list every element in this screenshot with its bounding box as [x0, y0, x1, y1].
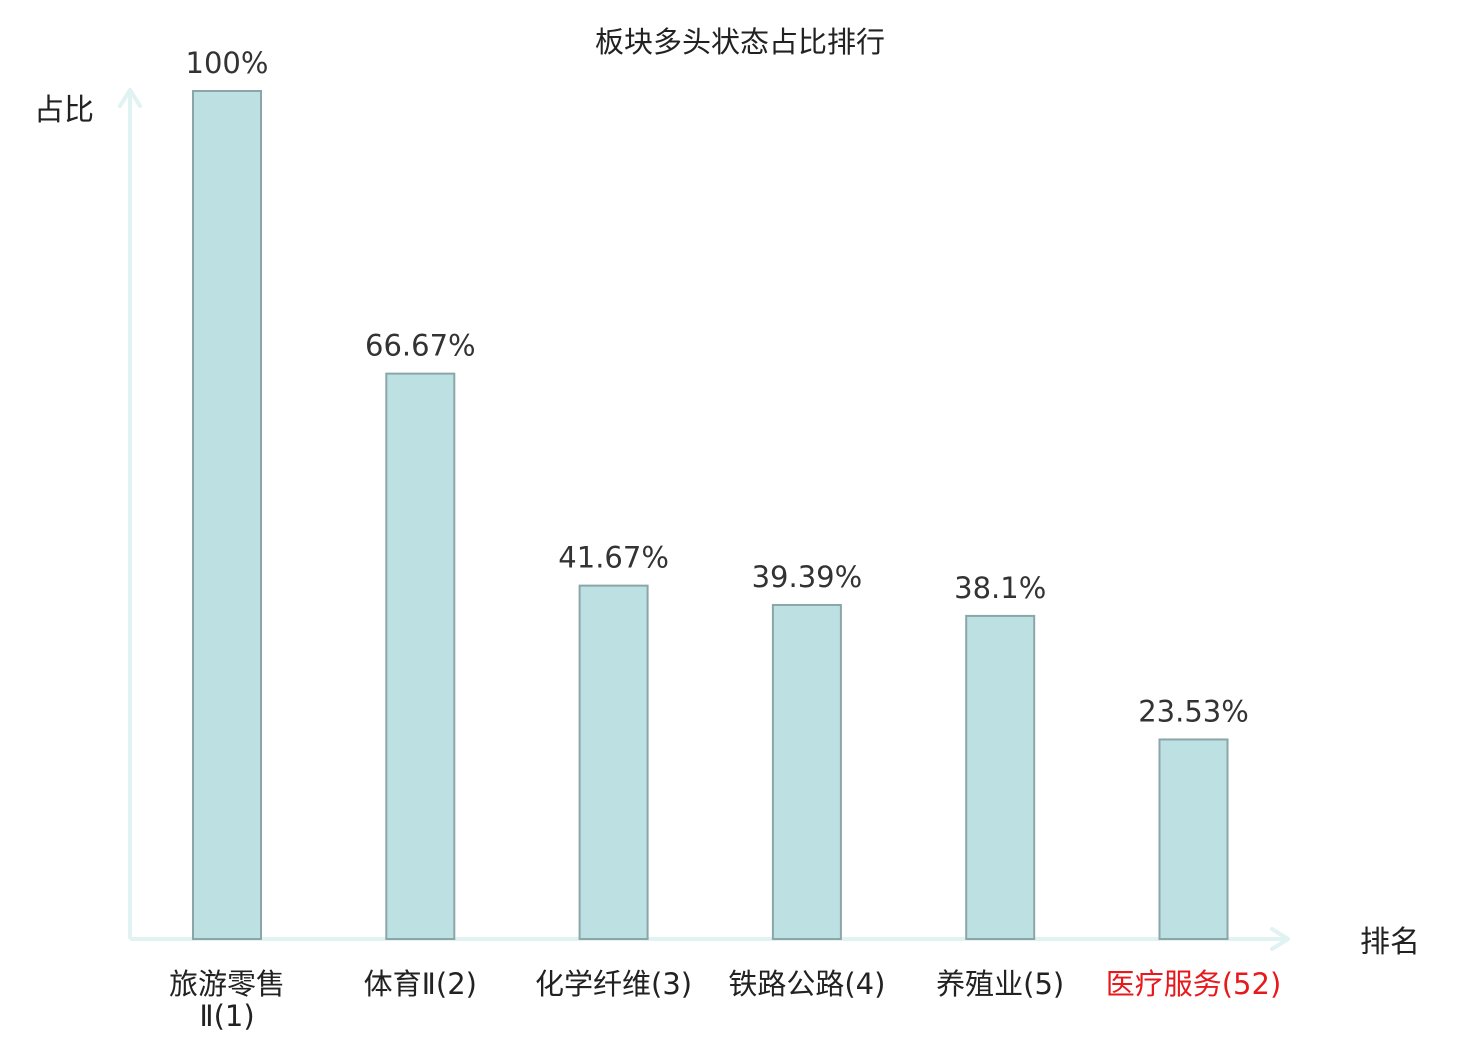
x-tick-label-line: 医疗服务(52) [1106, 967, 1282, 1001]
x-tick-label-highlight: 医疗服务(52) [1106, 967, 1282, 1001]
x-tick-label: 养殖业(5) [936, 967, 1064, 1001]
x-tick-label-line: 体育Ⅱ(2) [364, 967, 477, 1001]
x-tick-label-line: 铁路公路(4) [728, 967, 885, 1001]
bar-value-label: 66.67% [365, 329, 476, 363]
bar-value-label: 100% [186, 46, 269, 80]
x-tick-label: 旅游零售 Ⅱ(1) [169, 967, 285, 1033]
bar [771, 603, 842, 940]
bar-value-label: 23.53% [1138, 694, 1249, 728]
chart-title: 板块多头状态占比排行 [595, 25, 885, 59]
y-axis-label: 占比 [34, 93, 94, 128]
bars [192, 90, 1229, 941]
bar [192, 90, 262, 940]
category-labels: 旅游零售 Ⅱ(1) 体育Ⅱ(2) 化学纤维(3) 铁路公路(4) 养殖业(5) 医疗服务(5… [169, 967, 1281, 1033]
bar-value-label: 41.67% [558, 541, 669, 575]
y-axis-arrow-icon [118, 88, 142, 108]
x-tick-label: 化学纤维(3) [535, 967, 692, 1001]
x-tick-label-line: 养殖业(5) [936, 967, 1064, 1001]
x-tick-label-line: 化学纤维(3) [535, 967, 692, 1001]
bar [965, 614, 1036, 940]
x-tick-label-line: 旅游零售 [169, 967, 285, 1001]
bar-value-label: 38.1% [954, 571, 1046, 605]
bar-value-label: 39.39% [752, 560, 863, 594]
bar [578, 584, 649, 941]
x-tick-label: 体育Ⅱ(2) [364, 967, 477, 1001]
x-tick-label: 铁路公路(4) [728, 967, 885, 1001]
bar [385, 372, 456, 940]
x-axis-arrow-icon [1270, 927, 1290, 951]
axes [118, 88, 1290, 951]
value-labels: 100% 66.67% 41.67% 39.39% 38.1% 23.53% [186, 46, 1249, 728]
bar [1158, 738, 1229, 940]
x-tick-label-line: Ⅱ(1) [199, 999, 254, 1033]
x-axis-label: 排名 [1360, 925, 1420, 960]
